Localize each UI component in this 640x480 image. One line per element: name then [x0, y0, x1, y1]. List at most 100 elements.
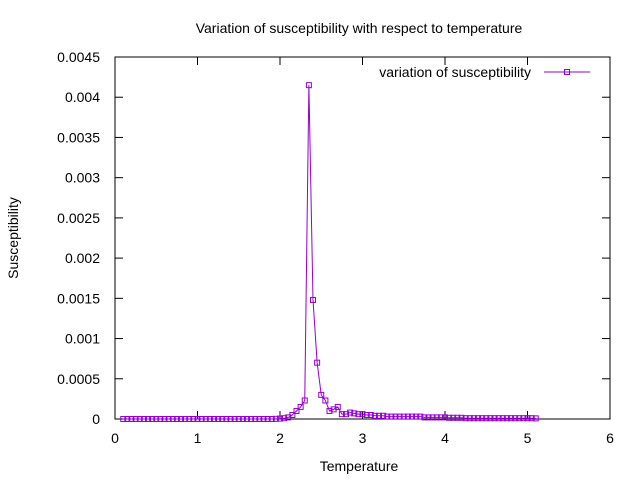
y-tick-label: 0.0005: [57, 371, 100, 387]
data-point: [256, 416, 263, 422]
data-point: [487, 415, 494, 422]
data-point: [334, 403, 341, 410]
data-point: [376, 412, 382, 419]
y-tick-label: 0.001: [65, 331, 100, 347]
data-point: [520, 415, 527, 422]
legend: variation of susceptibility: [379, 64, 590, 80]
y-axis-title: Susceptibility: [5, 197, 21, 279]
chart-title: Variation of susceptibility with respect…: [196, 20, 523, 36]
data-point: [318, 391, 325, 398]
data-point: [145, 416, 151, 422]
data-point: [371, 412, 378, 419]
legend-marker: [564, 69, 570, 75]
data-point: [186, 416, 193, 422]
data-point: [458, 414, 465, 421]
data-point: [367, 411, 374, 418]
data-point: [235, 416, 242, 422]
data-point: [272, 415, 279, 422]
data-point: [157, 416, 164, 422]
data-point: [182, 416, 189, 422]
data-point: [475, 415, 481, 422]
data-point: [404, 413, 411, 420]
data-point: [206, 416, 213, 422]
data-point: [470, 415, 477, 422]
data-point: [384, 413, 391, 420]
data-point: [417, 413, 424, 420]
data-point: [132, 416, 139, 422]
data-point: [388, 413, 395, 420]
data-point: [239, 416, 246, 422]
data-point: [437, 414, 444, 421]
data-point: [466, 415, 473, 422]
data-point: [305, 82, 312, 89]
legend-label: variation of susceptibility: [379, 64, 531, 80]
x-tick-label: 2: [276, 430, 284, 446]
data-point: [244, 416, 250, 422]
data-point: [124, 416, 131, 422]
x-axis: 0 1 2 3 4 5 6: [111, 57, 614, 446]
data-point: [277, 415, 283, 422]
y-tick-label: 0.0025: [57, 210, 100, 226]
series-group: [120, 82, 539, 422]
x-tick-label: 1: [194, 430, 202, 446]
data-point: [223, 416, 230, 422]
data-point: [165, 416, 172, 422]
data-point: [380, 412, 387, 419]
data-point: [524, 415, 531, 422]
x-tick-label: 6: [606, 430, 614, 446]
data-point: [491, 415, 498, 422]
y-tick-label: 0: [92, 411, 100, 427]
data-point: [479, 415, 486, 422]
data-point: [442, 414, 448, 421]
data-point: [363, 411, 370, 418]
data-point: [289, 411, 296, 418]
data-point: [508, 415, 514, 422]
data-point: [499, 415, 506, 422]
data-point: [169, 416, 176, 422]
data-point: [281, 415, 288, 422]
data-point: [136, 416, 143, 422]
data-point: [322, 397, 329, 404]
data-point: [198, 416, 205, 422]
data-point: [260, 416, 267, 422]
data-point: [355, 411, 362, 418]
data-point: [310, 296, 316, 303]
data-point: [338, 411, 345, 418]
data-point: [483, 415, 490, 422]
x-tick-label: 3: [359, 430, 367, 446]
data-point: [343, 411, 349, 418]
x-tick-label: 4: [441, 430, 449, 446]
x-tick-label: 0: [111, 430, 119, 446]
data-point: [528, 415, 535, 422]
data-point: [252, 416, 259, 422]
data-point: [413, 413, 420, 420]
x-tick-label: 5: [524, 430, 532, 446]
data-point: [161, 416, 168, 422]
x-axis-title: Temperature: [320, 458, 399, 474]
data-point: [173, 416, 180, 422]
data-point: [231, 416, 238, 422]
data-point: [400, 413, 407, 420]
data-point: [194, 416, 201, 422]
data-point: [140, 416, 147, 422]
data-point: [462, 415, 469, 422]
data-point: [516, 415, 523, 422]
data-point: [512, 415, 519, 422]
data-point: [301, 397, 308, 404]
data-point: [409, 413, 415, 420]
data-point: [351, 410, 358, 417]
data-point: [503, 415, 510, 422]
series-line: [123, 85, 536, 420]
data-point: [190, 416, 197, 422]
y-tick-label: 0.0015: [57, 290, 100, 306]
data-point: [293, 407, 300, 414]
data-point: [425, 414, 432, 421]
data-point: [149, 416, 156, 422]
data-point: [396, 413, 403, 420]
data-point: [264, 416, 271, 422]
data-point: [202, 416, 209, 422]
data-point: [347, 409, 354, 416]
data-point: [450, 414, 457, 421]
data-point: [211, 416, 217, 422]
data-point: [178, 416, 184, 422]
